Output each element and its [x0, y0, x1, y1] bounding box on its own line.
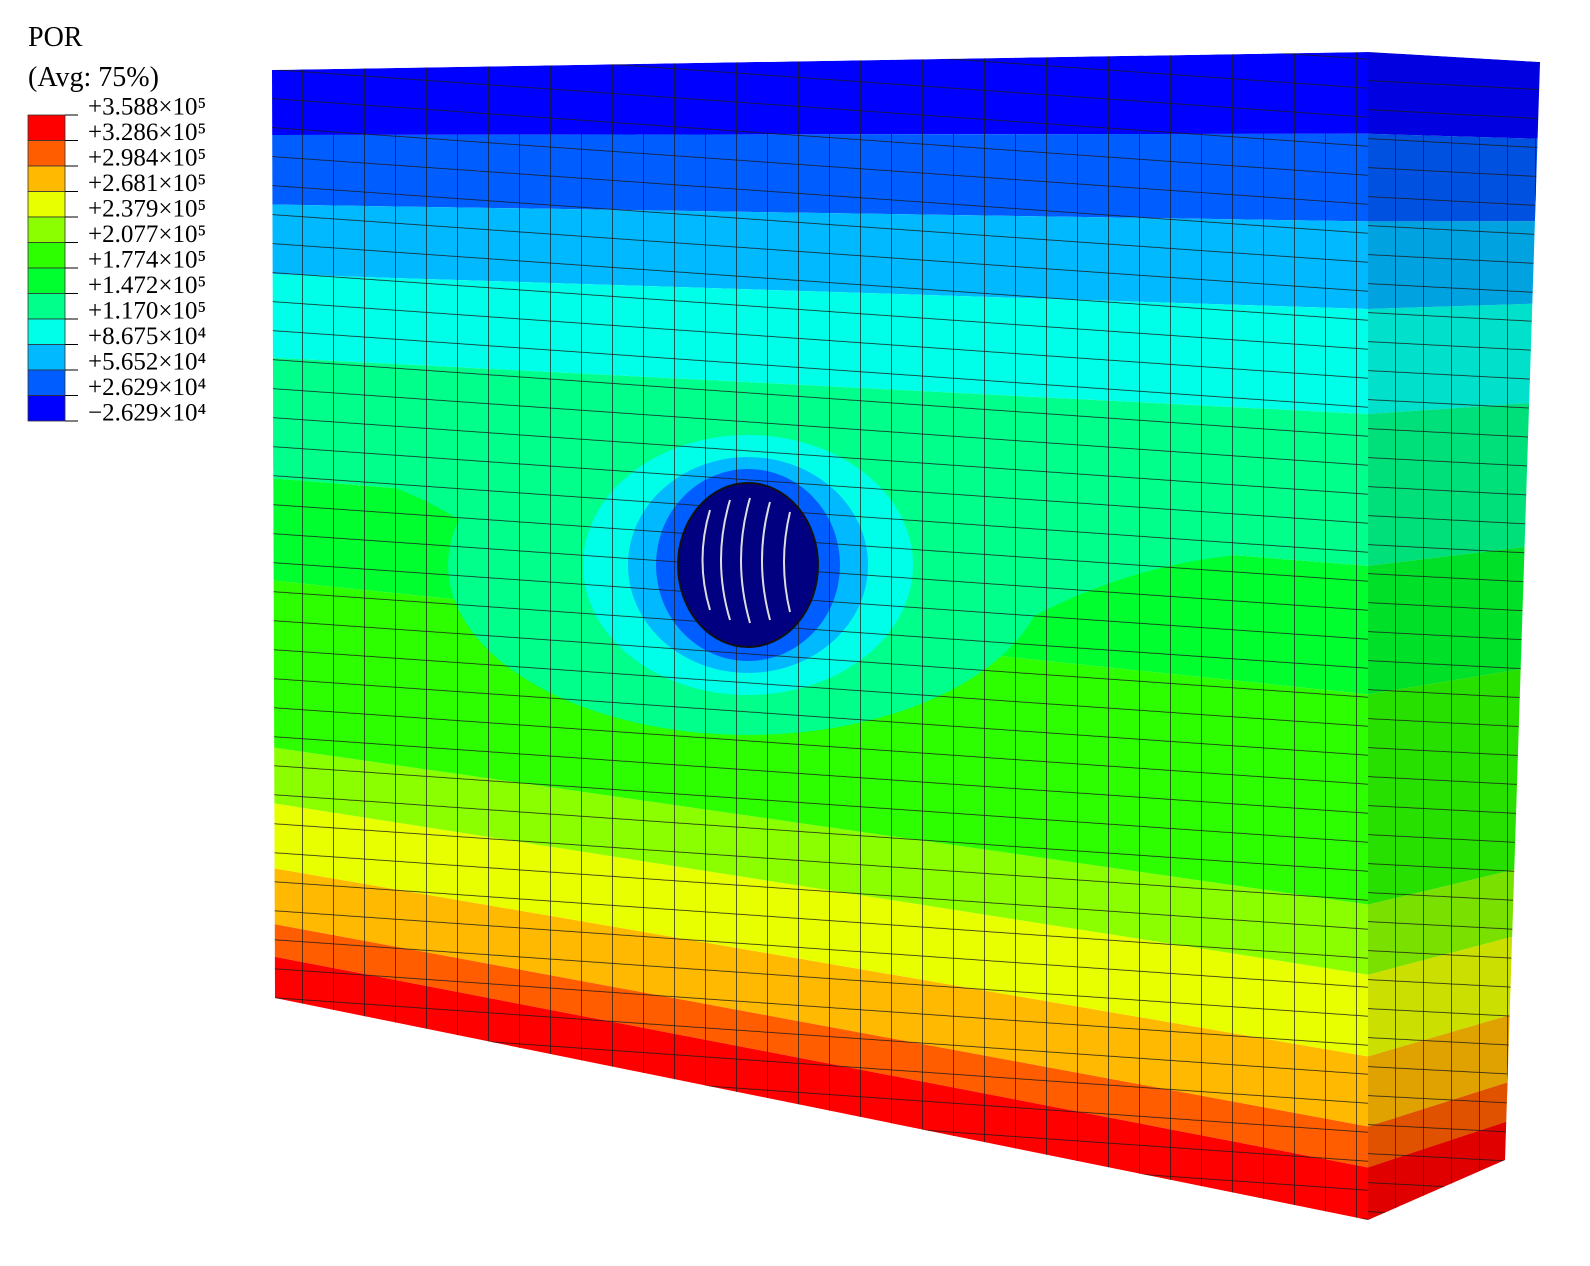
legend-swatch [27, 140, 66, 167]
legend-swatch [27, 395, 66, 422]
legend-label: +2.379×10⁵ [88, 196, 206, 223]
legend-label: +2.077×10⁵ [88, 221, 206, 248]
legend-label: +8.675×10⁴ [88, 323, 206, 350]
legend-swatch [27, 293, 66, 320]
borehole [677, 482, 819, 648]
borehole-lining [701, 497, 791, 624]
legend: +3.588×10⁵+3.286×10⁵+2.984×10⁵+2.681×10⁵… [27, 94, 206, 427]
legend-subtitle: (Avg: 75%) [28, 62, 159, 93]
legend-label: −2.629×10⁴ [88, 400, 206, 427]
legend-swatch [27, 216, 66, 243]
legend-swatch [27, 114, 66, 141]
legend-swatch [27, 318, 66, 345]
legend-label: +2.681×10⁵ [88, 170, 206, 197]
legend-label: +3.588×10⁵ [88, 94, 206, 121]
legend-label: +1.170×10⁵ [88, 298, 206, 325]
legend-label: +5.652×10⁴ [88, 349, 206, 376]
legend-swatch [27, 267, 66, 294]
legend-swatch [27, 165, 66, 192]
legend-label: +2.629×10⁴ [88, 374, 206, 401]
legend-title: POR [28, 22, 83, 53]
legend-label: +3.286×10⁵ [88, 119, 206, 146]
legend-label: +1.472×10⁵ [88, 272, 206, 299]
legend-swatch [27, 344, 66, 371]
legend-label: +2.984×10⁵ [88, 145, 206, 172]
legend-swatch [27, 191, 66, 218]
legend-label: +1.774×10⁵ [88, 247, 206, 274]
legend-swatch [27, 242, 66, 269]
legend-swatch [27, 369, 66, 396]
